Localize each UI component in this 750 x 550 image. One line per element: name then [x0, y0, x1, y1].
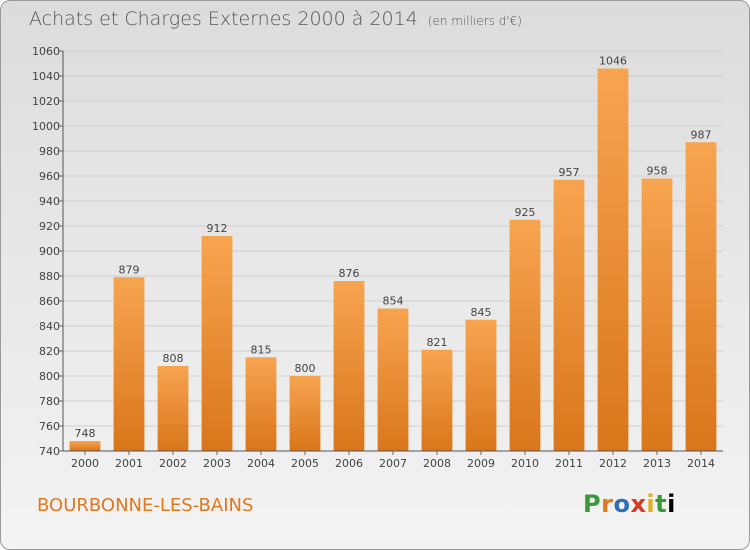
data-label: 987 — [691, 128, 712, 141]
data-label: 854 — [383, 295, 404, 308]
y-tick-label: 860 — [39, 295, 60, 308]
bar — [465, 319, 497, 451]
y-tick-label: 800 — [39, 370, 60, 383]
x-tick-label: 2004 — [247, 457, 275, 470]
data-label: 958 — [647, 165, 668, 178]
bar — [553, 179, 585, 451]
y-tick-label: 900 — [39, 245, 60, 258]
data-label: 821 — [427, 336, 448, 349]
x-tick-label: 2007 — [379, 457, 407, 470]
bar — [421, 349, 453, 451]
y-tick-label: 1000 — [32, 120, 60, 133]
bar — [377, 308, 409, 451]
data-label: 845 — [471, 306, 492, 319]
x-tick-label: 2012 — [599, 457, 627, 470]
y-tick-label: 780 — [39, 395, 60, 408]
y-tick-label: 920 — [39, 220, 60, 233]
bar — [685, 142, 717, 451]
logo-letter: x — [630, 490, 647, 518]
bar — [201, 236, 233, 451]
data-label: 1046 — [599, 55, 627, 68]
bar — [641, 178, 673, 451]
x-tick-label: 2005 — [291, 457, 319, 470]
x-tick-label: 2013 — [643, 457, 671, 470]
chart-title: Achats et Charges Externes 2000 à 2014 (e… — [29, 8, 522, 30]
chart-unit-note: (en milliers d'€) — [427, 14, 522, 28]
x-tick-label: 2014 — [687, 457, 715, 470]
x-tick-label: 2006 — [335, 457, 363, 470]
data-label: 815 — [251, 343, 272, 356]
y-tick-label: 1040 — [32, 70, 60, 83]
x-tick-label: 2001 — [115, 457, 143, 470]
x-tick-label: 2009 — [467, 457, 495, 470]
bars — [69, 68, 717, 451]
x-tick-label: 2002 — [159, 457, 187, 470]
logo-letter: i — [646, 490, 656, 518]
bar — [509, 219, 541, 451]
y-tick-label: 740 — [39, 445, 60, 458]
x-tick-label: 2011 — [555, 457, 583, 470]
data-label: 800 — [295, 362, 316, 375]
y-tick-label: 820 — [39, 345, 60, 358]
bar — [289, 376, 321, 451]
y-tick-label: 840 — [39, 320, 60, 333]
commune-name: BOURBONNE-LES-BAINS — [37, 495, 254, 516]
x-tick-label: 2003 — [203, 457, 231, 470]
data-label: 876 — [339, 267, 360, 280]
y-tick-label: 880 — [39, 270, 60, 283]
proxiti-logo: Proxiti — [583, 490, 676, 518]
logo-letter: o — [613, 490, 631, 518]
data-label: 808 — [163, 352, 184, 365]
logo-letter: r — [601, 490, 614, 518]
axes: 740 760 780 800 820 840 860 880 900 920 940 960 980 1… — [32, 45, 723, 470]
bar — [597, 68, 629, 451]
logo-letter: t — [655, 490, 668, 518]
y-tick-label: 1060 — [32, 45, 60, 58]
x-tick-label: 2000 — [71, 457, 99, 470]
y-tick-label: 960 — [39, 170, 60, 183]
data-label: 879 — [119, 263, 140, 276]
y-tick-label: 1020 — [32, 95, 60, 108]
x-tick-label: 2008 — [423, 457, 451, 470]
y-tick-label: 980 — [39, 145, 60, 158]
data-label: 957 — [559, 166, 580, 179]
bar — [69, 441, 101, 451]
y-tick-label: 760 — [39, 420, 60, 433]
bar — [157, 366, 189, 451]
bar — [113, 277, 145, 451]
data-label: 925 — [515, 206, 536, 219]
y-tick-label: 940 — [39, 195, 60, 208]
chart-title-text: Achats et Charges Externes 2000 à 2014 — [29, 8, 418, 30]
data-label: 912 — [207, 222, 228, 235]
x-tick-label: 2010 — [511, 457, 539, 470]
data-label: 748 — [75, 427, 96, 440]
bar — [333, 281, 365, 451]
logo-letter: i — [667, 490, 676, 518]
bar — [245, 357, 277, 451]
logo-letter: P — [583, 490, 602, 518]
data-labels: 748 879 808 912 815 800 876 854 821 845 925 957 1046… — [75, 55, 712, 441]
